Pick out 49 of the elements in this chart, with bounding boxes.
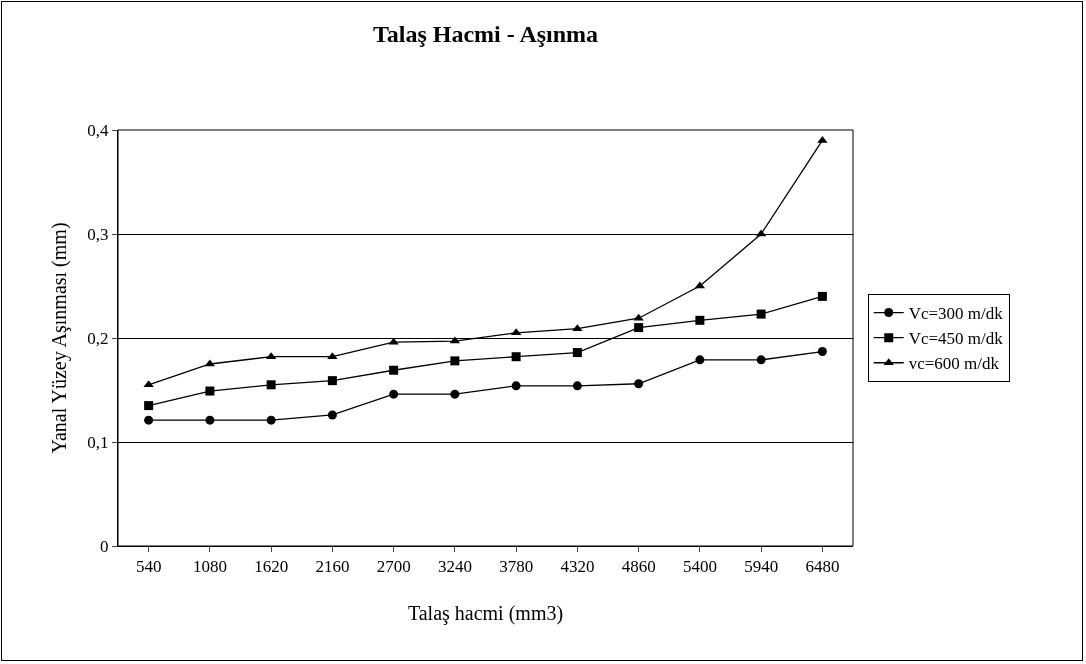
y-tick-label: 0 — [100, 536, 109, 556]
point — [817, 135, 828, 143]
point — [634, 323, 644, 333]
x-axis-title: Talaş hacmi (mm3) — [407, 601, 564, 625]
point — [266, 380, 276, 390]
point — [143, 380, 154, 388]
x-tick-label: 3240 — [437, 557, 472, 577]
x-tick-label: 540 — [135, 557, 162, 577]
x-tick-label: 4860 — [621, 557, 656, 577]
x-tick-label: 6480 — [805, 557, 840, 577]
point — [327, 376, 337, 386]
point — [695, 315, 705, 325]
x-tick-label: 2700 — [376, 557, 411, 577]
x-tick-label: 2160 — [315, 557, 350, 577]
y-tick-label: 0,2 — [87, 328, 109, 348]
point — [756, 309, 766, 319]
point — [389, 365, 399, 375]
legend-label: Vc=300 m/dk — [908, 304, 1004, 324]
point — [266, 415, 276, 425]
x-tick-label: 5400 — [682, 557, 717, 577]
y-tick-label: 0,4 — [87, 120, 110, 140]
legend-label: Vc=450 m/dk — [908, 329, 1004, 349]
point — [389, 389, 399, 399]
x-tick-label: 1080 — [192, 557, 227, 577]
point — [205, 415, 215, 425]
point — [144, 415, 154, 425]
point — [144, 401, 154, 411]
x-tick-label: 5940 — [744, 557, 779, 577]
point — [511, 381, 521, 391]
point — [450, 389, 460, 399]
point — [634, 379, 644, 389]
point — [572, 381, 582, 391]
point — [756, 355, 766, 365]
y-tick-label: 0,1 — [87, 432, 109, 452]
y-tick-label: 0,3 — [87, 224, 109, 244]
x-tick-label: 4320 — [560, 557, 595, 577]
point — [450, 356, 460, 366]
point — [205, 386, 215, 396]
y-axis-title: Yanal Yüzey Aşınması (mm) — [47, 222, 71, 454]
x-tick-label: 3780 — [499, 557, 534, 577]
chart-title: Talaş Hacmi - Aşınma — [372, 20, 599, 47]
legend-label: vc=600 m/dk — [908, 354, 1000, 374]
point — [572, 348, 582, 358]
point — [695, 355, 705, 365]
point — [817, 291, 827, 301]
point — [327, 410, 337, 420]
point — [817, 347, 827, 357]
x-tick-label: 1620 — [254, 557, 289, 577]
point — [511, 352, 521, 362]
